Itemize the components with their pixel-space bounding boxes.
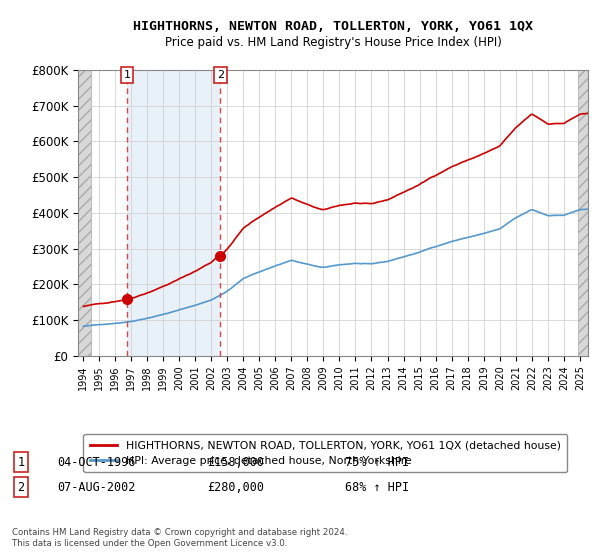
HPI: Average price, detached house, North Yorkshire: (2.02e+03, 3.17e+05): Average price, detached house, North Yor… bbox=[445, 239, 452, 246]
Bar bbox=[127, 70, 220, 356]
HIGHTHORNS, NEWTON ROAD, TOLLERTON, YORK, YO61 1QX (detached house) bbox=[80, 303, 87, 310]
Text: £280,000: £280,000 bbox=[207, 480, 264, 494]
HPI: Average price, detached house, North Yorkshire: (2.02e+03, 3.99e+05): Average price, detached house, North Yor… bbox=[521, 210, 528, 217]
HIGHTHORNS, NEWTON ROAD, TOLLERTON, YORK, YO61 1QX (detached house) bbox=[97, 300, 104, 307]
HIGHTHORNS, NEWTON ROAD, TOLLERTON, YORK, YO61 1QX (detached house) bbox=[592, 111, 599, 118]
Text: 2: 2 bbox=[17, 480, 25, 494]
Text: Price paid vs. HM Land Registry's House Price Index (HPI): Price paid vs. HM Land Registry's House … bbox=[164, 36, 502, 49]
HIGHTHORNS, NEWTON ROAD, TOLLERTON, YORK, YO61 1QX (detached house) bbox=[113, 298, 121, 305]
Text: 1: 1 bbox=[124, 70, 130, 80]
HIGHTHORNS, NEWTON ROAD, TOLLERTON, YORK, YO61 1QX (detached house) bbox=[445, 165, 452, 172]
Text: HIGHTHORNS, NEWTON ROAD, TOLLERTON, YORK, YO61 1QX: HIGHTHORNS, NEWTON ROAD, TOLLERTON, YORK… bbox=[133, 20, 533, 32]
Text: 75% ↑ HPI: 75% ↑ HPI bbox=[345, 455, 409, 469]
Bar bbox=[78, 70, 91, 356]
HIGHTHORNS, NEWTON ROAD, TOLLERTON, YORK, YO61 1QX (detached house) bbox=[521, 116, 528, 123]
Text: 04-OCT-1996: 04-OCT-1996 bbox=[57, 455, 136, 469]
Bar bbox=[578, 70, 588, 356]
Text: £158,000: £158,000 bbox=[207, 455, 264, 469]
HIGHTHORNS, NEWTON ROAD, TOLLERTON, YORK, YO61 1QX (detached house) bbox=[589, 110, 596, 117]
Text: 07-AUG-2002: 07-AUG-2002 bbox=[57, 480, 136, 494]
Text: Contains HM Land Registry data © Crown copyright and database right 2024.
This d: Contains HM Land Registry data © Crown c… bbox=[12, 528, 347, 548]
Text: 68% ↑ HPI: 68% ↑ HPI bbox=[345, 480, 409, 494]
HPI: Average price, detached house, North Yorkshire: (2.03e+03, 4.1e+05): Average price, detached house, North Yor… bbox=[585, 206, 592, 212]
Line: HPI: Average price, detached house, North Yorkshire: HPI: Average price, detached house, Nort… bbox=[83, 209, 595, 326]
HPI: Average price, detached house, North Yorkshire: (2.01e+03, 2.56e+05): Average price, detached house, North Yor… bbox=[343, 261, 350, 268]
HIGHTHORNS, NEWTON ROAD, TOLLERTON, YORK, YO61 1QX (detached house) bbox=[585, 110, 592, 116]
Legend: HIGHTHORNS, NEWTON ROAD, TOLLERTON, YORK, YO61 1QX (detached house), HPI: Averag: HIGHTHORNS, NEWTON ROAD, TOLLERTON, YORK… bbox=[83, 434, 567, 472]
HPI: Average price, detached house, North Yorkshire: (1.99e+03, 8.22e+04): Average price, detached house, North Yor… bbox=[80, 323, 87, 330]
HPI: Average price, detached house, North Yorkshire: (2.03e+03, 4.1e+05): Average price, detached house, North Yor… bbox=[589, 206, 596, 213]
HPI: Average price, detached house, North Yorkshire: (2.03e+03, 4.09e+05): Average price, detached house, North Yor… bbox=[592, 206, 599, 213]
Text: 1: 1 bbox=[17, 455, 25, 469]
Line: HIGHTHORNS, NEWTON ROAD, TOLLERTON, YORK, YO61 1QX (detached house): HIGHTHORNS, NEWTON ROAD, TOLLERTON, YORK… bbox=[83, 113, 595, 306]
HPI: Average price, detached house, North Yorkshire: (2e+03, 9.07e+04): Average price, detached house, North Yor… bbox=[113, 320, 121, 326]
HIGHTHORNS, NEWTON ROAD, TOLLERTON, YORK, YO61 1QX (detached house) bbox=[343, 201, 350, 208]
HPI: Average price, detached house, North Yorkshire: (2e+03, 8.7e+04): Average price, detached house, North Yor… bbox=[97, 321, 104, 328]
Text: 2: 2 bbox=[217, 70, 224, 80]
